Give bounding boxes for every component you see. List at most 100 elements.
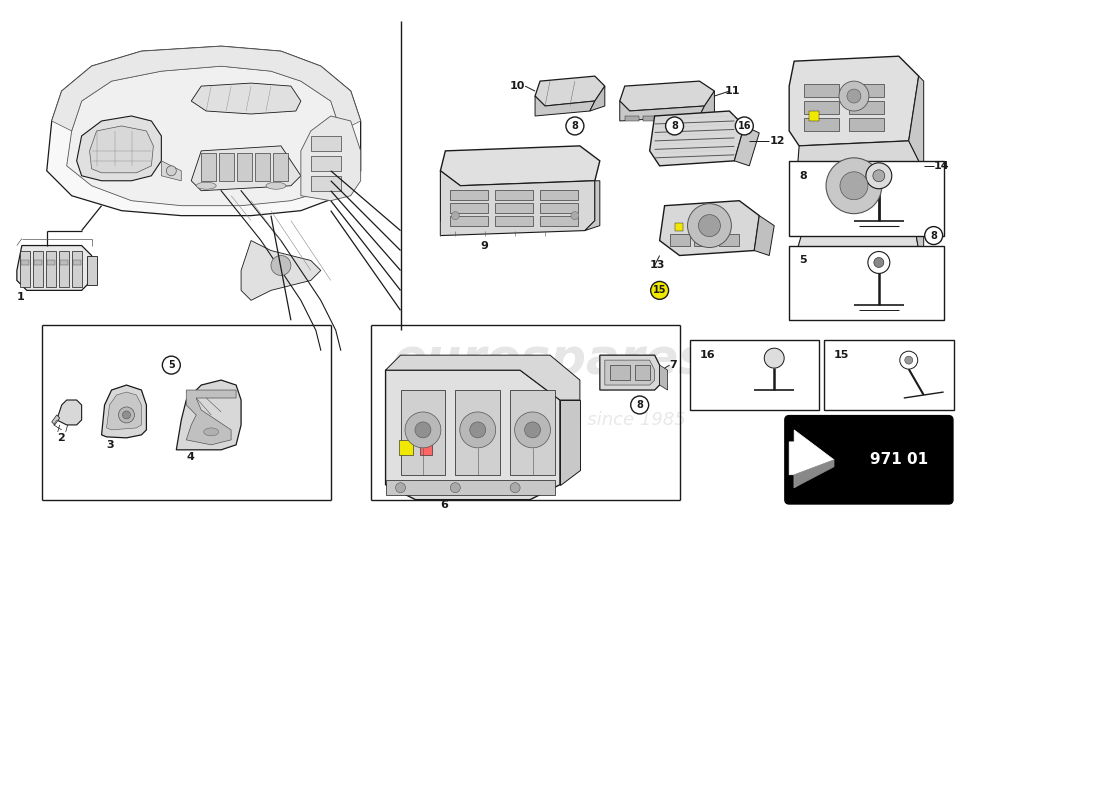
FancyBboxPatch shape — [785, 416, 953, 504]
Polygon shape — [20, 250, 30, 287]
Polygon shape — [101, 385, 146, 438]
Bar — [719, 234, 739, 246]
Text: 8: 8 — [572, 121, 579, 131]
Polygon shape — [67, 66, 341, 206]
Bar — [400, 390, 446, 474]
Polygon shape — [735, 126, 759, 166]
Text: 15: 15 — [653, 286, 667, 295]
Text: 6: 6 — [440, 500, 449, 510]
Polygon shape — [386, 355, 580, 400]
Polygon shape — [176, 380, 241, 450]
Bar — [860, 263, 883, 275]
Polygon shape — [77, 116, 162, 181]
Text: 16: 16 — [700, 350, 715, 360]
Text: 10: 10 — [510, 81, 526, 91]
Polygon shape — [46, 250, 56, 287]
Polygon shape — [89, 126, 153, 173]
Bar — [849, 101, 883, 114]
Polygon shape — [87, 255, 97, 286]
Bar — [679, 116, 693, 121]
Text: 13: 13 — [650, 261, 666, 270]
Bar — [824, 340, 954, 410]
Text: 8: 8 — [671, 121, 678, 131]
Text: 14: 14 — [934, 161, 949, 171]
Polygon shape — [590, 86, 605, 111]
Bar — [47, 261, 55, 266]
Text: 1: 1 — [16, 292, 24, 302]
Circle shape — [515, 412, 550, 448]
Polygon shape — [386, 370, 560, 500]
Bar — [888, 263, 911, 275]
Circle shape — [166, 166, 176, 176]
Bar — [219, 153, 234, 181]
Bar — [839, 201, 867, 216]
Polygon shape — [755, 216, 774, 255]
Text: eurospares: eurospares — [392, 336, 708, 384]
Text: a passion for parts since 1985: a passion for parts since 1985 — [414, 411, 686, 429]
Text: 2: 2 — [57, 433, 65, 443]
Circle shape — [900, 351, 917, 369]
Bar — [73, 261, 80, 266]
Circle shape — [122, 411, 131, 419]
Polygon shape — [52, 46, 361, 131]
Bar — [238, 153, 252, 181]
Polygon shape — [241, 241, 321, 300]
Polygon shape — [57, 400, 81, 425]
Text: 8: 8 — [636, 400, 644, 410]
Circle shape — [826, 158, 882, 214]
Text: 8: 8 — [799, 170, 807, 181]
Circle shape — [873, 170, 884, 182]
Polygon shape — [660, 201, 759, 255]
Polygon shape — [535, 76, 605, 106]
Text: 11: 11 — [725, 86, 740, 96]
Bar — [450, 202, 488, 213]
Circle shape — [698, 214, 720, 237]
Bar — [311, 156, 341, 170]
Polygon shape — [107, 392, 142, 430]
Polygon shape — [909, 76, 924, 290]
Circle shape — [925, 226, 943, 245]
Circle shape — [571, 212, 579, 220]
Bar — [832, 263, 855, 275]
Text: 8: 8 — [931, 230, 937, 241]
Polygon shape — [560, 400, 580, 485]
Polygon shape — [789, 430, 834, 488]
Bar — [510, 390, 556, 474]
Bar — [21, 261, 29, 266]
Circle shape — [415, 422, 431, 438]
Polygon shape — [16, 246, 91, 290]
Bar — [311, 176, 341, 190]
Bar — [34, 261, 42, 266]
Ellipse shape — [204, 428, 219, 436]
Text: 12: 12 — [769, 136, 784, 146]
Polygon shape — [789, 56, 918, 146]
Text: 7: 7 — [670, 360, 678, 370]
Bar — [495, 216, 534, 226]
Polygon shape — [794, 221, 918, 290]
Bar — [450, 216, 488, 226]
Bar — [455, 390, 500, 474]
Polygon shape — [605, 360, 654, 385]
Bar — [804, 118, 839, 131]
Bar — [540, 216, 578, 226]
Circle shape — [650, 282, 669, 299]
Bar — [540, 202, 578, 213]
Bar — [625, 116, 639, 121]
Bar — [420, 443, 432, 455]
Bar — [690, 340, 820, 410]
Circle shape — [873, 258, 883, 267]
Polygon shape — [440, 146, 600, 186]
Bar — [642, 116, 657, 121]
Polygon shape — [660, 365, 668, 390]
Polygon shape — [700, 91, 714, 116]
Circle shape — [565, 117, 584, 135]
Polygon shape — [72, 250, 81, 287]
Bar — [789, 246, 944, 320]
Polygon shape — [186, 390, 236, 445]
Bar — [311, 136, 341, 151]
Bar — [609, 365, 629, 380]
Text: 5: 5 — [799, 255, 806, 266]
Circle shape — [470, 422, 486, 438]
Text: 15: 15 — [834, 350, 849, 360]
Polygon shape — [47, 46, 361, 216]
